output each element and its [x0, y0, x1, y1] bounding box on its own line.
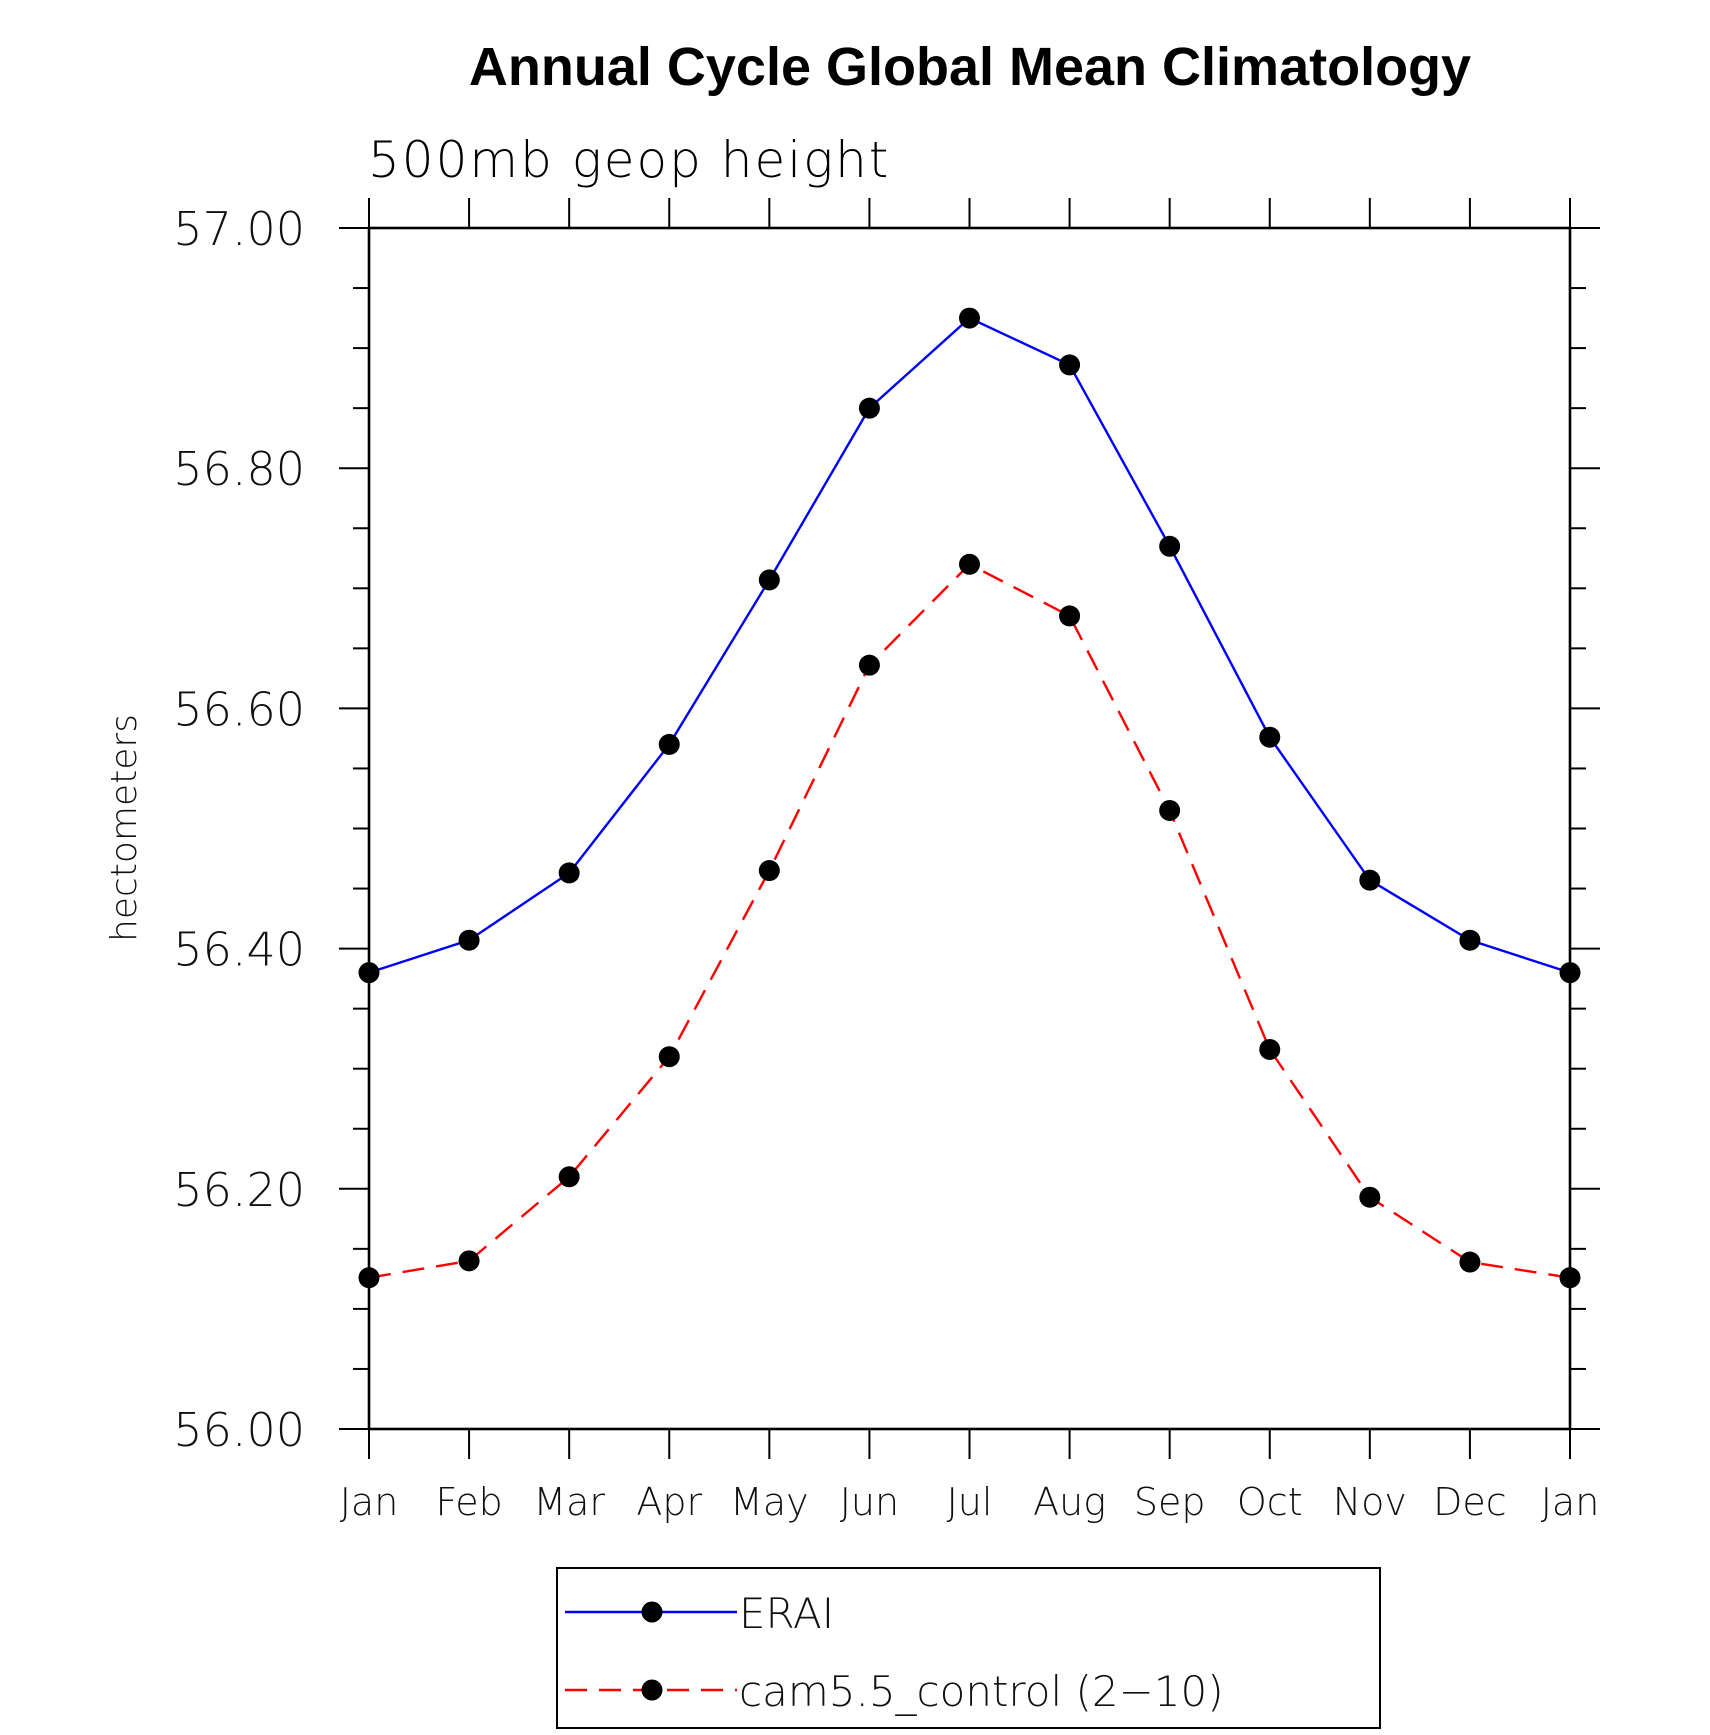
- series-1-point: [858, 654, 880, 676]
- y-tick-label: 56.60: [173, 682, 305, 736]
- x-tick-label: Feb: [435, 1480, 502, 1524]
- x-tick-label: May: [730, 1480, 809, 1524]
- series-1-point: [1559, 1267, 1581, 1289]
- series-1-point: [959, 553, 980, 575]
- plot-frame: [367, 226, 1572, 1431]
- series-1-point: [458, 1250, 480, 1272]
- y-axis-ticks: 56.00 56.20 56.40 56.60 56.80 57.00: [173, 202, 1600, 1457]
- series-0-point: [1459, 929, 1481, 951]
- x-tick-label: Oct: [1237, 1480, 1303, 1524]
- x-tick-label: Jun: [840, 1480, 899, 1524]
- series-0-point: [1359, 869, 1381, 891]
- series-1-point: [1259, 1038, 1281, 1060]
- series-0-point: [1159, 535, 1181, 557]
- x-tick-label: Sep: [1134, 1480, 1206, 1524]
- y-tick-label: 57.00: [173, 202, 305, 256]
- series-0-point: [558, 862, 580, 884]
- series-0-point: [658, 733, 680, 755]
- chart-title: Annual Cycle Global Mean Climatology: [469, 37, 1471, 97]
- x-tick-label: Apr: [636, 1480, 702, 1524]
- y-tick-label: 56.40: [173, 923, 305, 977]
- y-axis-label: hectometers: [104, 714, 145, 942]
- series-0-point: [358, 962, 380, 984]
- series-line-1: [368, 562, 1571, 1279]
- y-tick-label: 56.80: [173, 442, 305, 496]
- series-0-point: [1559, 962, 1581, 984]
- y-tick-label: 56.20: [173, 1163, 305, 1217]
- series-0-point: [758, 569, 780, 591]
- legend-label: cam5.5_control (2−10): [739, 1667, 1224, 1716]
- series-0-point: [858, 397, 880, 419]
- series-1-point: [1059, 605, 1081, 627]
- legend-swatch-marker: [641, 1679, 663, 1701]
- series-0-point: [1259, 726, 1281, 748]
- series-line-0: [368, 316, 1571, 974]
- legend-box: [556, 1567, 1381, 1729]
- x-tick-label: Aug: [1033, 1480, 1106, 1524]
- series-1-point: [1459, 1251, 1481, 1273]
- series-1-point: [758, 860, 780, 882]
- x-tick-label: Jan: [1541, 1480, 1600, 1524]
- legend-swatch-marker: [641, 1601, 663, 1623]
- series-layer: [358, 307, 1581, 1289]
- series-0-point: [959, 307, 980, 329]
- series-1-point: [1159, 799, 1181, 821]
- legend: ERAI cam5.5_control (2−10): [556, 1567, 1381, 1729]
- series-1-point: [658, 1046, 680, 1068]
- series-0-point: [458, 929, 480, 951]
- series-1-point: [1359, 1186, 1381, 1208]
- series-1-point: [558, 1166, 580, 1188]
- x-tick-label: Jul: [947, 1480, 993, 1524]
- x-tick-label: Dec: [1433, 1480, 1507, 1524]
- x-tick-label: Mar: [533, 1480, 605, 1524]
- x-tick-label: Nov: [1333, 1480, 1407, 1524]
- series-0-point: [1059, 354, 1081, 376]
- legend-label: ERAI: [739, 1589, 834, 1638]
- x-tick-label: Jan: [340, 1480, 399, 1524]
- y-tick-label: 56.00: [173, 1403, 305, 1457]
- plot-border: [367, 226, 1572, 1431]
- chart-subtitle: 500mb geop height: [368, 131, 890, 189]
- series-1-point: [358, 1267, 380, 1289]
- x-axis-ticks: Jan Feb Mar Apr May Jun Jul Aug Sep Oct Nov Dec Jan: [340, 198, 1600, 1524]
